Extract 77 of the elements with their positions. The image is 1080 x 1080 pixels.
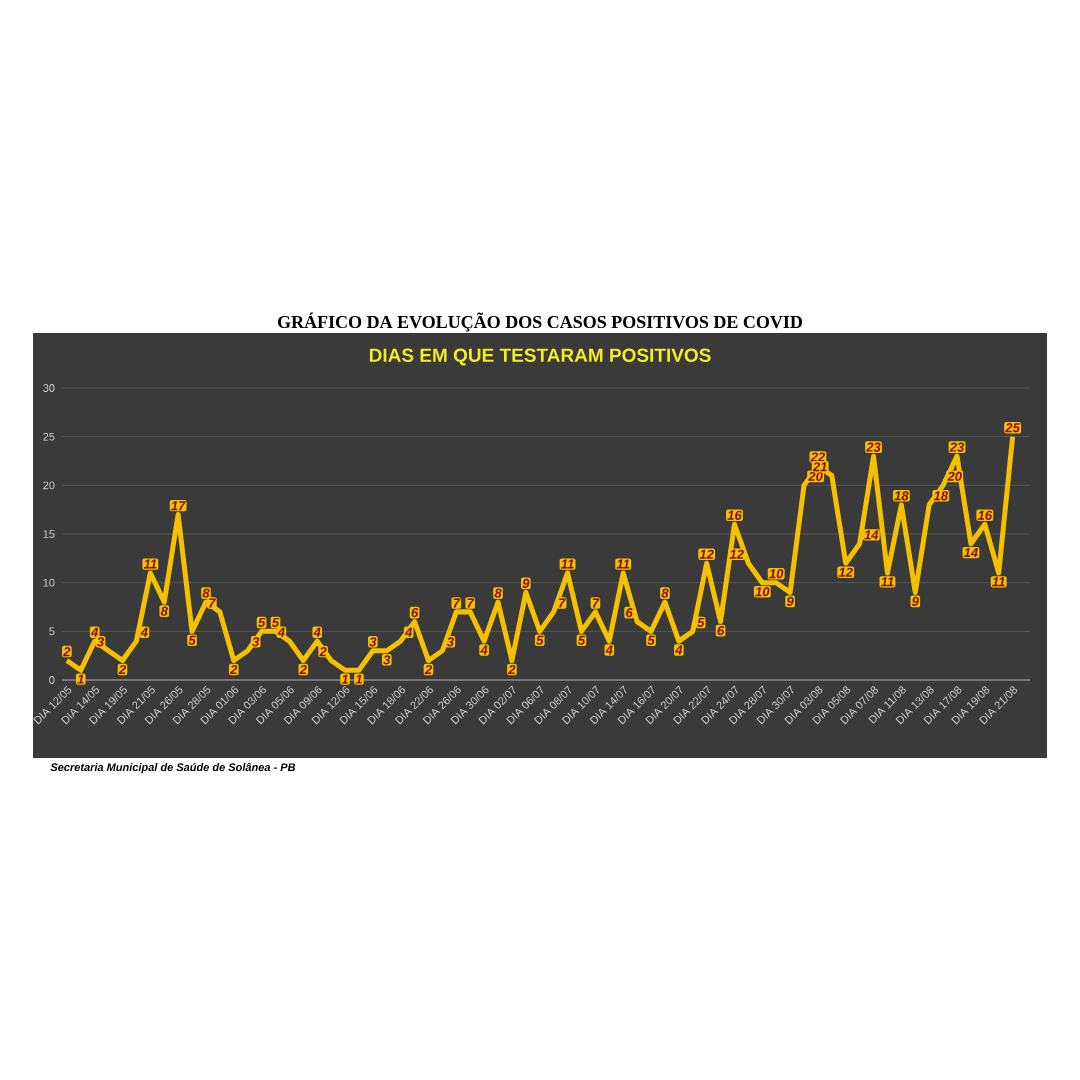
y-tick-label: 5 [49,627,55,636]
chart-subtitle: DIAS EM QUE TESTARAM POSITIVOS [369,348,711,366]
data-label: 7 [453,598,461,608]
data-label: 8 [202,588,210,598]
y-tick-label: 10 [43,578,55,587]
data-label: 7 [558,598,566,608]
data-label: 4 [480,645,488,655]
data-label: 2 [508,664,516,675]
data-label: 8 [494,588,502,598]
data-label: 4 [277,627,285,637]
data-label: 14 [864,530,879,540]
data-label: 5 [258,617,266,627]
data-label: 12 [838,567,853,577]
data-label: 8 [661,588,669,598]
data-label: 1 [355,674,362,684]
data-label: 4 [675,645,683,655]
data-label: 11 [143,559,157,569]
data-label: 4 [313,627,321,637]
data-label: 3 [97,637,105,647]
data-label: 5 [188,635,196,645]
data-label: 3 [252,637,260,647]
data-label: 11 [992,577,1005,587]
data-label: 11 [616,559,630,569]
data-label: 16 [977,510,993,520]
data-label: 5 [536,635,544,645]
data-label: 10 [755,587,770,597]
data-label: 5 [697,617,705,627]
data-label: 5 [647,635,655,645]
data-label: 6 [411,608,419,618]
data-label: 11 [880,577,894,587]
data-label: 20 [947,471,962,481]
data-label: 4 [140,627,148,637]
data-label: 16 [727,510,742,520]
data-label: 2 [229,664,238,675]
y-tick-label: 20 [43,481,55,490]
y-tick-label: 25 [43,432,55,441]
data-label: 25 [1005,423,1021,433]
data-label: 2 [319,647,327,657]
data-label: 2 [63,647,71,657]
y-tick-label: 0 [49,676,55,684]
data-label: 5 [272,617,280,627]
data-label: 17 [171,501,186,511]
data-label: 12 [729,549,744,559]
data-label: 14 [963,548,978,558]
data-label: 7 [467,598,475,608]
data-label: 12 [699,549,714,559]
chart-title: GRÁFICO DA EVOLUÇÃO DOS CASOS POSITIVOS DE COVID [277,312,803,332]
text: Secretaria Municipal de Saúde de Solânea - PB [50,762,296,774]
data-label: 7 [209,598,216,608]
data-label: 4 [404,627,413,637]
data-label: 11 [561,559,574,569]
data-label: 9 [522,578,530,589]
data-label: 3 [369,637,377,647]
data-label: 18 [894,491,909,501]
data-label: 7 [592,598,600,608]
data-label: 23 [866,442,881,452]
data-label: 3 [383,655,391,665]
data-label: 1 [77,674,84,684]
data-label: 5 [577,635,586,645]
y-tick-label: 30 [43,384,55,392]
data-label: 6 [626,608,633,618]
data-label: 18 [933,491,949,501]
data-label: 4 [605,645,613,655]
data-label: 10 [769,569,784,579]
data-label: 3 [446,637,454,647]
data-label: 9 [786,596,794,607]
data-label: 23 [949,442,965,452]
data-label: 6 [717,626,725,636]
data-label: 20 [808,471,823,481]
data-label: 9 [911,596,919,607]
data-label: 2 [299,664,307,675]
y-tick-label: 15 [43,530,55,538]
data-label: 1 [341,674,348,684]
data-label: 8 [160,606,168,616]
data-label: 2 [424,664,432,675]
data-label: 2 [118,664,126,675]
data-label: 4 [90,627,99,637]
